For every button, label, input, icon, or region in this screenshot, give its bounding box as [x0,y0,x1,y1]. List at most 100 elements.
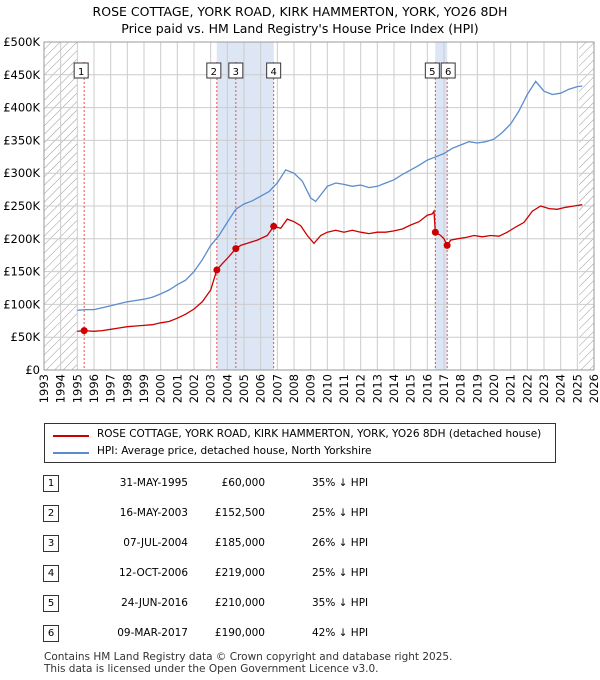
x-tick-label: 2002 [187,374,201,403]
transaction-hpi-diff: 25% ↓ HPI [312,507,369,519]
legend-label-property: ROSE COTTAGE, YORK ROAD, KIRK HAMMERTON,… [97,428,542,440]
sale-label-number: 6 [445,67,451,78]
sale-label-frame [266,62,282,79]
property-price-line [77,204,583,332]
transaction-date: 07-JUL-2004 [123,537,188,549]
legend-line-red [53,435,89,437]
sale-label-box: 2 [206,62,222,79]
sale-label-box: 6 [440,62,456,79]
transaction-number: 4 [43,565,59,582]
x-tick-label: 2011 [337,374,351,403]
transaction-price: £210,000 [214,597,265,609]
sale-point [232,245,240,253]
x-tick-label: 1999 [137,374,151,403]
transaction-number: 2 [43,505,59,522]
transaction-date: 31-MAY-1995 [119,477,188,489]
x-tick-label: 1993 [37,374,51,403]
transaction-row: 3 07-JUL-2004 £185,000 26% ↓ HPI [0,535,600,555]
x-tick-label: 2014 [387,374,401,403]
sale-label-box: 3 [228,62,244,79]
hpi-line [77,80,583,311]
transaction-number: 5 [43,595,59,612]
transaction-price: £60,000 [221,477,265,489]
transaction-price: £190,000 [214,627,265,639]
transaction-hpi-diff: 35% ↓ HPI [312,597,369,609]
y-tick-label: £500K [3,35,40,49]
transaction-row: 6 09-MAR-2017 £190,000 42% ↓ HPI [0,625,600,645]
footer-copyright: Contains HM Land Registry data © Crown c… [44,651,453,663]
y-tick-label: £300K [3,166,40,180]
x-tick-label: 2004 [220,374,234,403]
transaction-price: £185,000 [214,537,265,549]
sale-label-box: 4 [266,62,282,79]
sale-point [80,327,88,335]
sale-label-box: 5 [424,62,440,79]
y-tick-label: £450K [3,68,40,82]
sale-point [431,228,439,236]
x-tick-label: 2015 [404,374,418,403]
y-tick-label: £400K [3,101,40,115]
x-tick-label: 2024 [554,374,568,403]
x-tick-label: 2006 [254,374,268,403]
x-tick-label: 1994 [54,374,68,403]
chart-title-line2: Price paid vs. HM Land Registry's House … [121,21,479,36]
sale-label-frame [424,62,440,79]
x-tick-label: 2025 [570,374,584,403]
transaction-hpi-diff: 26% ↓ HPI [312,537,369,549]
sale-label-number: 4 [270,67,276,78]
sale-label-number: 3 [233,67,239,78]
chart-title-line1: ROSE COTTAGE, YORK ROAD, KIRK HAMMERTON,… [92,4,508,19]
transaction-number: 3 [43,535,59,552]
footer-licence: This data is licensed under the Open Gov… [44,663,379,675]
transaction-date: 24-JUN-2016 [121,597,188,609]
transaction-row: 2 16-MAY-2003 £152,500 25% ↓ HPI [0,505,600,525]
sale-point [213,266,221,274]
x-tick-label: 2017 [437,374,451,403]
sale-label-frame [73,62,89,79]
transaction-price: £152,500 [214,507,265,519]
transaction-date: 09-MAR-2017 [117,627,188,639]
y-tick-label: £0 [25,363,40,377]
sale-label-number: 1 [78,67,84,78]
x-tick-label: 2000 [154,374,168,403]
x-tick-label: 2018 [454,374,468,403]
x-tick-label: 2016 [420,374,434,403]
chart-legend: ROSE COTTAGE, YORK ROAD, KIRK HAMMERTON,… [44,423,556,463]
x-tick-label: 2022 [520,374,534,403]
price-chart: £0 £50K £100K £150K £200K £250K £300K £350K £400… [3,35,600,403]
y-tick-label: £250K [3,199,40,213]
transaction-price: £219,000 [214,567,265,579]
x-tick-label: 1995 [70,374,84,403]
y-tick-label: £200K [3,232,40,246]
x-tick-label: 2007 [270,374,284,403]
y-tick-label: £350K [3,133,40,147]
sale-point [270,222,278,230]
transaction-row: 5 24-JUN-2016 £210,000 35% ↓ HPI [0,595,600,615]
y-tick-label: £100K [3,297,40,311]
y-tick-label: £50K [11,330,41,344]
legend-label-hpi: HPI: Average price, detached house, Nort… [97,445,372,457]
transaction-hpi-diff: 42% ↓ HPI [312,627,369,639]
transaction-row: 4 12-OCT-2006 £219,000 25% ↓ HPI [0,565,600,585]
sale-label-number: 5 [429,67,435,78]
x-tick-label: 2012 [354,374,368,403]
x-tick-label: 2008 [287,374,301,403]
sale-label-frame [440,62,456,79]
sale-point [443,241,451,249]
x-tick-label: 2013 [370,374,384,403]
transaction-hpi-diff: 25% ↓ HPI [312,567,369,579]
x-tick-label: 1996 [87,374,101,403]
sale-label-box: 1 [73,62,89,79]
x-tick-label: 2001 [170,374,184,403]
x-tick-label: 2020 [487,374,501,403]
x-tick-label: 2023 [537,374,551,403]
transaction-date: 12-OCT-2006 [119,567,188,579]
legend-line-blue [53,452,89,454]
transaction-row: 1 31-MAY-1995 £60,000 35% ↓ HPI [0,475,600,495]
x-tick-label: 2005 [237,374,251,403]
x-tick-label: 1997 [104,374,118,403]
sale-label-number: 2 [211,67,217,78]
plot-border [43,41,595,371]
transaction-number: 1 [43,475,59,492]
x-tick-label: 2021 [504,374,518,403]
